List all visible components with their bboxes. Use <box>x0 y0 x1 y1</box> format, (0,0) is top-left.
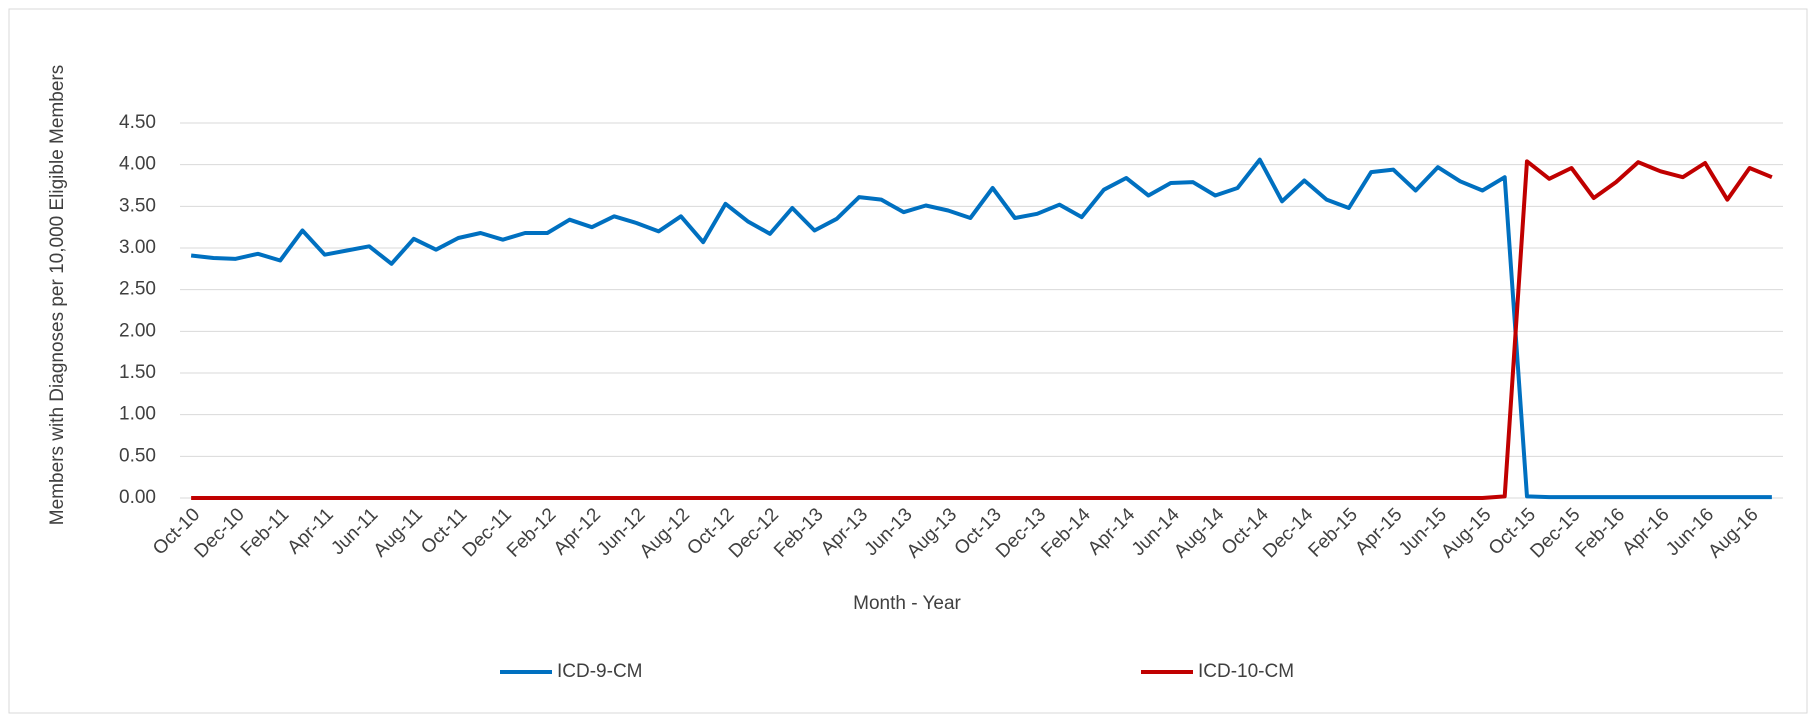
legend-label: ICD-9-CM <box>557 661 643 682</box>
x-axis-title: Month - Year <box>853 593 961 614</box>
line-series <box>190 157 1772 500</box>
y-tick-label: 1.00 <box>119 404 156 425</box>
legend-label: ICD-10-CM <box>1198 661 1294 682</box>
y-tick-label: 2.00 <box>119 320 156 341</box>
y-tick-label: 4.00 <box>119 154 156 175</box>
y-tick-label: 0.50 <box>119 445 156 466</box>
y-axis-title: Members with Diagnoses per 10,000 Eligib… <box>47 65 68 525</box>
y-tick-label: 3.50 <box>119 195 156 216</box>
y-tick-label: 2.50 <box>119 279 156 300</box>
y-tick-label: 0.00 <box>119 487 156 508</box>
y-tick-label: 4.50 <box>119 112 156 133</box>
line-series <box>191 159 1773 500</box>
chart-frame <box>8 8 1808 714</box>
y-tick-label: 3.00 <box>119 237 156 258</box>
y-tick-label: 1.50 <box>119 362 156 383</box>
